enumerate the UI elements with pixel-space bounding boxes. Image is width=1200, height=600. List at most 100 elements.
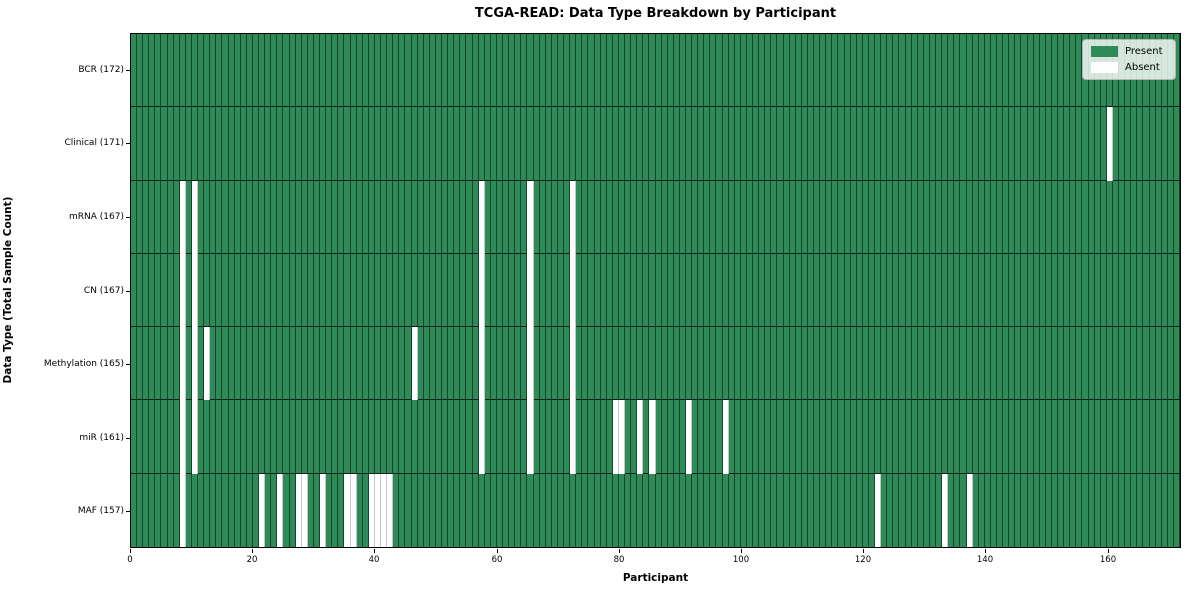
grid-cell <box>801 107 808 181</box>
grid-cell <box>1027 400 1034 474</box>
grid-cell <box>271 400 278 474</box>
grid-cell <box>234 180 241 254</box>
grid-cell <box>521 107 528 181</box>
grid-cell <box>405 253 412 328</box>
legend-label-present: Present <box>1125 46 1163 57</box>
grid-cell <box>923 400 930 474</box>
grid-cell <box>954 327 961 401</box>
grid-cell <box>618 473 625 547</box>
grid-cell <box>234 253 241 328</box>
grid-cell <box>875 107 882 181</box>
grid-cell <box>381 107 388 181</box>
grid-cell <box>344 107 351 181</box>
grid-cell <box>637 180 644 254</box>
grid-cell <box>728 473 735 547</box>
grid-cell <box>277 34 284 108</box>
grid-cell <box>539 253 546 328</box>
heatmap-row-BCR <box>131 34 1180 108</box>
legend-label-absent: Absent <box>1125 62 1160 73</box>
grid-cell <box>649 400 656 474</box>
grid-cell <box>1027 327 1034 401</box>
grid-cell <box>515 180 522 254</box>
grid-cell <box>393 34 400 108</box>
grid-cell <box>893 180 900 254</box>
grid-cell <box>978 180 985 254</box>
grid-cell <box>198 253 205 328</box>
grid-cell <box>722 327 729 401</box>
grid-cell <box>789 253 796 328</box>
grid-cell <box>1009 473 1016 547</box>
grid-cell <box>1045 180 1052 254</box>
grid-cell <box>685 327 693 401</box>
grid-cell <box>484 180 491 254</box>
grid-cell <box>533 473 540 547</box>
grid-cell <box>954 107 961 181</box>
grid-cell <box>875 327 882 401</box>
plot-area <box>130 33 1181 548</box>
grid-cell <box>332 180 339 254</box>
grid-cell <box>411 180 418 254</box>
grid-cell <box>179 107 186 181</box>
grid-cell <box>460 327 467 401</box>
grid-cell <box>161 180 168 254</box>
grid-cell <box>679 253 686 328</box>
grid-cell <box>216 473 223 547</box>
grid-cell <box>374 180 382 254</box>
grid-cell <box>710 34 717 108</box>
grid-cell <box>759 253 766 328</box>
grid-cell <box>679 473 686 547</box>
grid-cell <box>173 400 180 474</box>
grid-cell <box>1033 253 1040 328</box>
grid-cell <box>320 34 327 108</box>
grid-cell <box>783 107 790 181</box>
grid-cell <box>673 473 680 547</box>
grid-cell <box>137 34 144 108</box>
grid-cell <box>539 327 546 401</box>
grid-cell <box>417 107 424 181</box>
grid-cell <box>771 400 778 474</box>
grid-cell <box>496 180 504 254</box>
grid-cell <box>1131 253 1138 328</box>
grid-cell <box>210 253 217 328</box>
grid-cell <box>838 327 845 401</box>
grid-cell <box>618 400 625 474</box>
grid-cell <box>844 253 851 328</box>
grid-cell <box>1033 400 1040 474</box>
grid-cell <box>1076 400 1083 474</box>
grid-cell <box>685 473 693 547</box>
grid-cell <box>557 327 565 401</box>
grid-cell <box>252 34 260 108</box>
grid-cell <box>936 180 943 254</box>
grid-cell <box>1173 327 1180 401</box>
grid-cell <box>1173 107 1180 181</box>
grid-cell <box>923 327 930 401</box>
grid-cell <box>222 327 229 401</box>
grid-cell <box>149 34 156 108</box>
grid-cell <box>313 34 321 108</box>
grid-cell <box>442 34 449 108</box>
grid-cell <box>1112 400 1119 474</box>
grid-cell <box>856 253 863 328</box>
grid-cell <box>1027 180 1034 254</box>
grid-cell <box>423 34 430 108</box>
grid-cell <box>454 180 461 254</box>
grid-cell <box>1045 327 1052 401</box>
grid-cell <box>222 107 229 181</box>
grid-cell <box>710 180 717 254</box>
grid-cell <box>503 253 510 328</box>
grid-cell <box>307 473 314 547</box>
grid-cell <box>673 400 680 474</box>
grid-cell <box>911 180 918 254</box>
grid-cell <box>1137 400 1144 474</box>
grid-cell <box>948 473 955 547</box>
grid-cell <box>332 327 339 401</box>
y-tick-mark <box>126 438 130 439</box>
grid-cell <box>167 253 174 328</box>
grid-cell <box>832 473 839 547</box>
grid-cell <box>356 34 363 108</box>
grid-cell <box>326 400 333 474</box>
grid-cell <box>368 400 375 474</box>
grid-cell <box>198 107 205 181</box>
grid-cell <box>393 473 400 547</box>
grid-cell <box>820 107 827 181</box>
